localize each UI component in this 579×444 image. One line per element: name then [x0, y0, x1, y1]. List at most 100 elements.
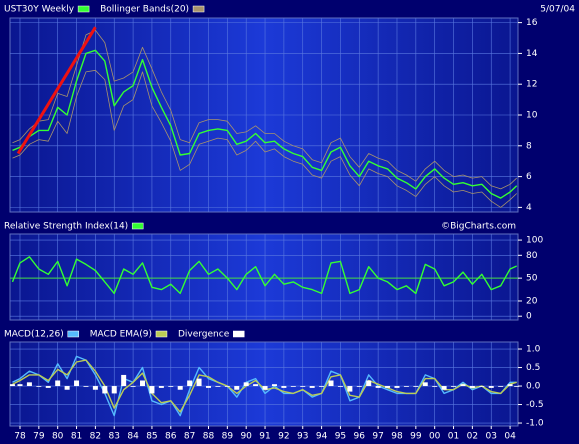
divergence-bar [347, 386, 353, 392]
divergence-bar [413, 386, 419, 387]
divergence-bar [55, 380, 61, 387]
divergence-bar [26, 382, 32, 387]
x-tick-label: 94 [316, 432, 328, 442]
divergence-bar [356, 386, 362, 387]
legend-swatch [192, 5, 205, 13]
divergence-bar [205, 386, 211, 388]
divergence-bar [375, 386, 381, 388]
y-tick-label: -1.0 [526, 419, 544, 429]
y-tick-label: 4 [526, 203, 532, 213]
credit: ©BigCharts.com [441, 222, 516, 232]
y-tick-label: 0.5 [526, 363, 540, 373]
x-tick-label: 95 [335, 432, 346, 442]
legend-swatch [77, 5, 90, 13]
divergence-bar [149, 386, 155, 394]
divergence-bar [385, 386, 391, 388]
legend-swatch [155, 330, 168, 338]
divergence-bar [158, 386, 164, 388]
divergence-bar [451, 386, 457, 387]
x-tick-label: 85 [146, 432, 157, 442]
divergence-bar [74, 380, 80, 387]
divergence-bar [366, 380, 372, 387]
x-tick-label: 89 [222, 432, 234, 442]
divergence-bar [253, 384, 259, 387]
divergence-bar [300, 386, 306, 387]
divergence-bar [514, 386, 520, 387]
legend-label: MACD(12,26) [4, 330, 64, 340]
divergence-bar [36, 386, 42, 387]
x-tick-label: 04 [504, 432, 516, 442]
divergence-bar [319, 386, 325, 387]
divergence-bar [168, 386, 174, 387]
divergence-bar [309, 386, 315, 388]
divergence-bar [234, 386, 240, 390]
divergence-bar [394, 386, 400, 388]
divergence-bar [130, 386, 136, 387]
divergence-bar [45, 386, 51, 388]
y-tick-label: -0.5 [526, 400, 544, 410]
divergence-bar [290, 386, 296, 387]
divergence-bar [64, 386, 70, 390]
x-tick-label: 02 [467, 432, 478, 442]
divergence-bar [187, 380, 193, 387]
x-tick-label: 84 [127, 432, 139, 442]
y-tick-label: 16 [526, 18, 538, 28]
divergence-bar [460, 384, 466, 387]
legend-swatch [131, 222, 144, 230]
y-tick-label: 10 [526, 111, 538, 121]
divergence-bar [83, 386, 89, 387]
legend-swatch [233, 330, 245, 338]
divergence-bar [9, 384, 15, 387]
y-tick-label: 0 [526, 312, 532, 322]
legend-label: Relative Strength Index(14) [4, 222, 128, 232]
band-line [12, 69, 517, 208]
y-tick-label: 80 [526, 251, 538, 261]
divergence-bar [111, 386, 117, 394]
x-tick-label: 03 [486, 432, 497, 442]
x-tick-label: 98 [391, 432, 403, 442]
divergence-bar [507, 384, 513, 387]
x-tick-label: 93 [297, 432, 308, 442]
divergence-bar [92, 386, 98, 390]
x-tick-label: 82 [90, 432, 101, 442]
divergence-bar [17, 384, 23, 387]
legend-swatch [67, 330, 80, 338]
x-tick-label: 92 [278, 432, 289, 442]
legend-label: Bollinger Bands(20) [100, 5, 189, 15]
divergence-bar [488, 386, 494, 388]
x-tick-label: 90 [240, 432, 252, 442]
divergence-bar [224, 386, 230, 387]
x-tick-label: 87 [184, 432, 195, 442]
divergence-bar [479, 386, 485, 387]
band-line [12, 29, 517, 190]
date-label: 5/07/04 [540, 5, 575, 15]
y-tick-label: 8 [526, 141, 532, 151]
legend-label: MACD EMA(9) [90, 330, 152, 340]
x-tick-label: 80 [52, 432, 64, 442]
divergence-bar [498, 386, 504, 387]
series-line [12, 49, 518, 199]
divergence-bar [243, 382, 249, 387]
divergence-bar [215, 386, 221, 387]
x-tick-label: 96 [354, 432, 366, 442]
x-tick-label: 99 [410, 432, 422, 442]
divergence-bar [403, 386, 409, 387]
y-tick-label: 100 [526, 236, 543, 246]
x-tick-label: 97 [372, 432, 383, 442]
y-tick-label: 14 [526, 49, 538, 59]
divergence-bar [196, 378, 202, 387]
divergence-bar [441, 386, 447, 390]
y-tick-label: 50 [526, 274, 538, 284]
legend-label: Divergence [178, 330, 230, 340]
trend-line [16, 26, 97, 155]
x-tick-label: 01 [448, 432, 459, 442]
x-tick-label: 79 [33, 432, 45, 442]
divergence-bar [140, 380, 146, 387]
x-tick-label: 81 [71, 432, 82, 442]
panel [9, 233, 519, 321]
divergence-bar [337, 386, 343, 387]
series-line [11, 256, 517, 295]
divergence-bar [328, 380, 334, 387]
y-tick-label: 20 [526, 296, 538, 306]
